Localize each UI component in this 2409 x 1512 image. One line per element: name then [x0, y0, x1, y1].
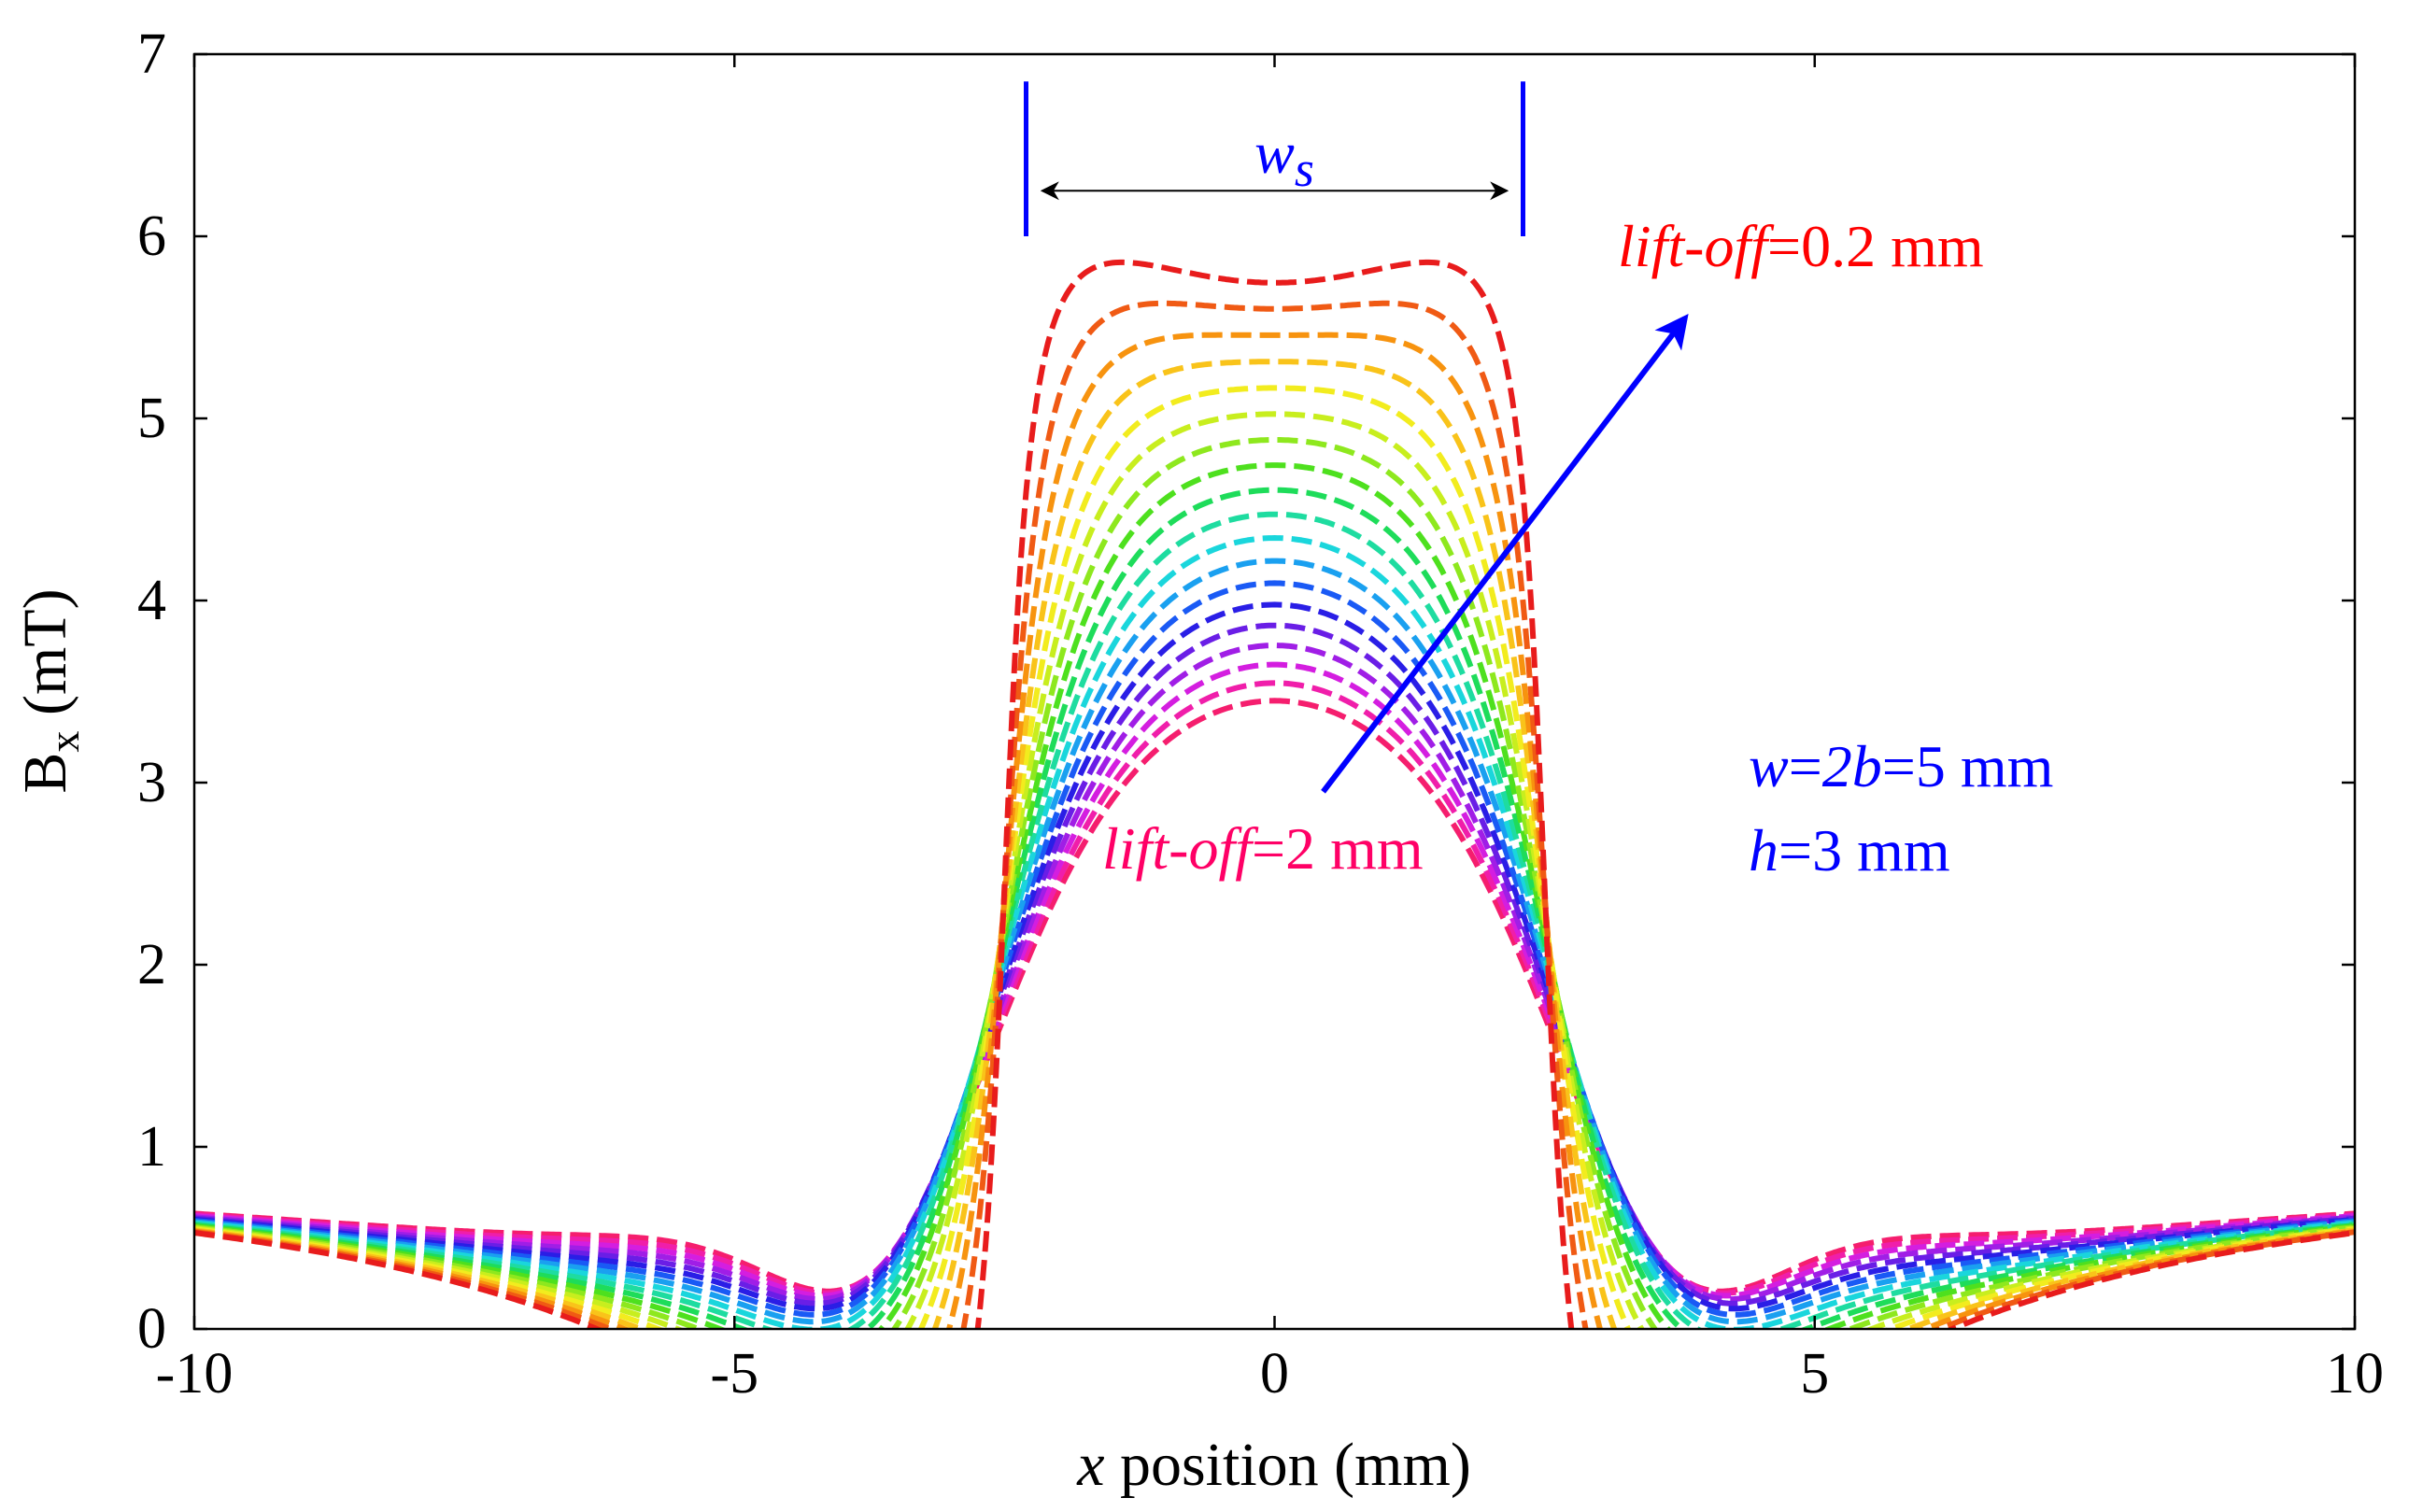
- series-line: [194, 259, 2355, 1329]
- annotation-ws-sub: s: [1295, 141, 1314, 197]
- y-axis-title: Bx (mT): [11, 588, 88, 793]
- series-line: [194, 622, 2355, 1307]
- series-line: [194, 511, 2355, 1329]
- y-tick-label: 6: [137, 205, 166, 268]
- series-line: [194, 601, 2355, 1312]
- series-layer: [194, 259, 2355, 1329]
- series-line: [194, 580, 2355, 1318]
- y-tick-label: 5: [137, 387, 166, 450]
- annotation-liftoff-top: lift-off=0.2 mm: [1618, 213, 1984, 279]
- y-tick-label: 1: [137, 1115, 166, 1179]
- y-axis-title-main: B: [11, 753, 79, 794]
- series-line: [194, 411, 2355, 1329]
- annotation-params-w-eq: =: [1789, 733, 1822, 799]
- annotation-liftoff-bottom-italic: lift-off: [1102, 815, 1259, 882]
- series-line: [194, 643, 2355, 1303]
- series-line: [194, 385, 2355, 1329]
- annotation-ws: ws: [1254, 120, 1314, 197]
- series-line: [194, 332, 2355, 1329]
- series-line: [194, 661, 2355, 1299]
- series-line: [194, 359, 2355, 1329]
- series-line: [194, 698, 2355, 1294]
- x-axis-title-rest: position (mm): [1104, 1431, 1470, 1499]
- annotation-params-w-rest: =5 mm: [1882, 733, 2054, 799]
- series-line: [194, 680, 2355, 1296]
- y-tick-label: 0: [137, 1297, 166, 1361]
- x-tick-label: 0: [1260, 1342, 1289, 1406]
- x-tick-label: -10: [156, 1342, 234, 1406]
- annotation-params-h-rest: =3 mm: [1778, 817, 1950, 883]
- series-line: [194, 462, 2355, 1329]
- x-axis-title: x position (mm): [1076, 1431, 1471, 1499]
- x-tick-label: 5: [1800, 1342, 1829, 1406]
- series-line: [194, 487, 2355, 1329]
- annotation-liftoff-bottom: lift-off=2 mm: [1102, 815, 1424, 882]
- y-axis-title-rest: (mT): [11, 588, 79, 730]
- liftoff-trend-arrow: [1321, 313, 1689, 794]
- y-tick-label: 3: [137, 751, 166, 814]
- annotation-params-w: w=2b=5 mm: [1749, 733, 2053, 799]
- annotation-params-w-italic2: 2b: [1822, 733, 1882, 799]
- x-tick-label: 10: [2326, 1342, 2384, 1406]
- series-line: [194, 436, 2355, 1329]
- x-tick-label: -5: [710, 1342, 758, 1406]
- annotation-liftoff-bottom-rest: =2 mm: [1252, 815, 1424, 882]
- annotation-params-h: h=3 mm: [1749, 817, 1950, 883]
- annotation-liftoff-top-rest: =0.2 mm: [1767, 213, 1984, 279]
- x-axis-title-var: x: [1076, 1431, 1104, 1499]
- annotation-liftoff-top-italic: lift-off: [1618, 213, 1775, 279]
- annotation-layer: [1024, 81, 1689, 794]
- annotation-params-h-italic: h: [1749, 817, 1778, 883]
- annotation-params-w-italic: w: [1749, 733, 1789, 799]
- tick-layer: -10 -5 0 5 10 0 1 2 3 4 5 6 7: [137, 22, 2384, 1406]
- annotation-ws-main: w: [1254, 120, 1295, 186]
- y-tick-label: 2: [137, 933, 166, 996]
- y-tick-label: 4: [137, 569, 166, 632]
- y-axis-title-sub: x: [40, 731, 88, 753]
- y-tick-label: 7: [137, 22, 166, 86]
- series-line: [194, 535, 2355, 1329]
- series-line: [194, 558, 2355, 1325]
